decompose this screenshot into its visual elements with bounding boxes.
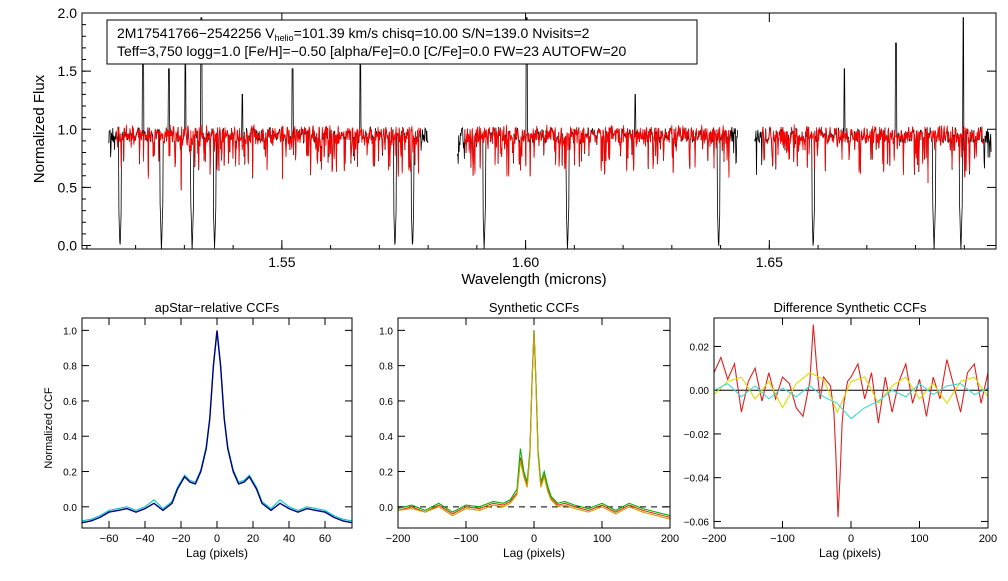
apstar-ccf-x-tick-label: 60 xyxy=(319,533,331,545)
synthetic-ccf-series-1 xyxy=(398,330,670,517)
difference-ccf-panel: Difference Synthetic CCFs Lag (pixels) −… xyxy=(684,300,997,560)
difference-ccf-y-tick-label: −0.02 xyxy=(684,430,710,441)
difference-ccf-plot-area xyxy=(714,324,988,518)
difference-ccf-x-label: Lag (pixels) xyxy=(819,546,881,560)
apstar-ccf-x-label: Lag (pixels) xyxy=(186,546,248,560)
difference-ccf-y-tick-label: −0.04 xyxy=(684,474,710,485)
spectrum-ticks: 1.55 1.60 1.65 0.0 0.5 1.0 1.5 2.0 xyxy=(58,5,996,270)
synthetic-ccf-y-tick-label: 0.2 xyxy=(379,468,393,479)
synthetic-ccf-series-2 xyxy=(398,332,670,520)
synthetic-ccf-y-tick-label: 0.6 xyxy=(379,397,393,408)
apstar-ccf-y-tick-label: 0.2 xyxy=(63,468,77,479)
difference-ccf-frame xyxy=(713,317,989,529)
synthetic-ccf-x-tick-label: 0 xyxy=(531,533,537,545)
spectrum-y-tick-label: 2.0 xyxy=(58,5,78,21)
spectrum-y-tick-label: 1.0 xyxy=(58,121,78,137)
apstar-ccf-series-2 xyxy=(82,332,352,524)
apstar-ccf-y-label: Normalized CCF xyxy=(43,387,55,469)
apstar-ccf-x-tick-label: 0 xyxy=(214,533,220,545)
synthetic-ccf-title: Synthetic CCFs xyxy=(489,300,580,315)
spectrum-plot-frame xyxy=(81,12,997,250)
synthetic-ccf-y-tick-label: 0.0 xyxy=(379,503,393,514)
spectrum-x-tick-label: 1.60 xyxy=(512,254,539,270)
difference-ccf-title: Difference Synthetic CCFs xyxy=(774,300,927,315)
synthetic-ccf-x-label: Lag (pixels) xyxy=(503,546,565,560)
difference-ccf-series-1 xyxy=(714,372,988,414)
difference-ccf-y-tick-label: −0.06 xyxy=(684,517,710,528)
spectrum-panel: 1.55 1.60 1.65 0.0 0.5 1.0 1.5 2.0 2M17541766−2… xyxy=(31,5,997,288)
synthetic-ccf-panel: Synthetic CCFs Lag (pixels) −200 −100 0 100… xyxy=(379,300,679,560)
spectrum-y-tick-label: 1.5 xyxy=(58,63,78,79)
apstar-ccf-frame xyxy=(81,317,353,529)
synthetic-ccf-x-tick-label: 100 xyxy=(593,533,611,545)
apstar-ccf-y-tick-label: 1.0 xyxy=(63,326,77,337)
apstar-ccf-title: apStar−relative CCFs xyxy=(155,300,280,315)
spectrum-y-axis-label: Normalized Flux xyxy=(31,74,48,183)
info-box xyxy=(106,19,698,65)
apstar-ccf-y-tick-label: 0.4 xyxy=(63,432,77,443)
apstar-ccf-series-0 xyxy=(82,330,352,524)
difference-ccf-y-tick-label: 0.00 xyxy=(690,386,710,397)
synthetic-ccf-y-tick-label: 1.0 xyxy=(379,326,393,337)
synthetic-ccf-series-0 xyxy=(398,330,670,518)
apstar-ccf-y-tick-label: 0.6 xyxy=(63,397,77,408)
apstar-ccf-x-tick-label: −40 xyxy=(136,533,155,545)
synthetic-ccf-x-tick-label: −100 xyxy=(454,533,479,545)
apstar-ccf-panel: apStar−relative CCFs Lag (pixels) Normal… xyxy=(43,300,353,560)
difference-ccf-y-tick-label: 0.02 xyxy=(690,342,710,353)
spectrum-x-axis-label: Wavelength (microns) xyxy=(461,271,606,288)
synthetic-ccf-frame xyxy=(397,317,671,529)
apstar-ccf-x-tick-label: 40 xyxy=(283,533,295,545)
synthetic-ccf-x-tick-label: −200 xyxy=(386,533,411,545)
synthetic-ccf-plot-area xyxy=(398,330,670,520)
apstar-ccf-y-tick-label: 0.0 xyxy=(63,503,77,514)
difference-ccf-series-0 xyxy=(714,324,988,518)
spectrum-y-tick-label: 0.0 xyxy=(58,238,78,254)
difference-ccf-x-tick-label: −200 xyxy=(702,533,727,545)
synthetic-ccf-y-tick-label: 0.4 xyxy=(379,432,393,443)
spectrum-x-tick-label: 1.65 xyxy=(756,254,783,270)
difference-ccf-x-tick-label: 100 xyxy=(910,533,928,545)
synthetic-ccf-y-tick-label: 0.8 xyxy=(379,362,393,373)
difference-ccf-series-2 xyxy=(714,382,988,420)
apstar-ccf-x-tick-label: −60 xyxy=(100,533,119,545)
spectrum-y-tick-label: 0.5 xyxy=(58,179,78,195)
difference-ccf-x-tick-label: 200 xyxy=(979,533,997,545)
apstar-ccf-series-1 xyxy=(82,332,352,522)
model-spectrum-path xyxy=(115,124,985,190)
info-helio-subscript: helio xyxy=(275,33,294,43)
apstar-ccf-y-tick-label: 0.8 xyxy=(63,362,77,373)
apstar-ccf-x-tick-label: 20 xyxy=(247,533,259,545)
difference-ccf-x-tick-label: −100 xyxy=(770,533,795,545)
apstar-ccf-x-tick-label: −20 xyxy=(172,533,191,545)
info-line-1: 2M17541766−2542256 Vhelio=101.39 km/s ch… xyxy=(117,25,590,43)
apstar-ccf-plot-area xyxy=(82,330,352,524)
difference-ccf-x-tick-label: 0 xyxy=(848,533,854,545)
synthetic-ccf-x-tick-label: 200 xyxy=(661,533,679,545)
info-line-2: Teff=3,750 logg=1.0 [Fe/H]=−0.50 [alpha/… xyxy=(117,43,626,59)
spectrum-x-tick-label: 1.55 xyxy=(268,254,295,270)
